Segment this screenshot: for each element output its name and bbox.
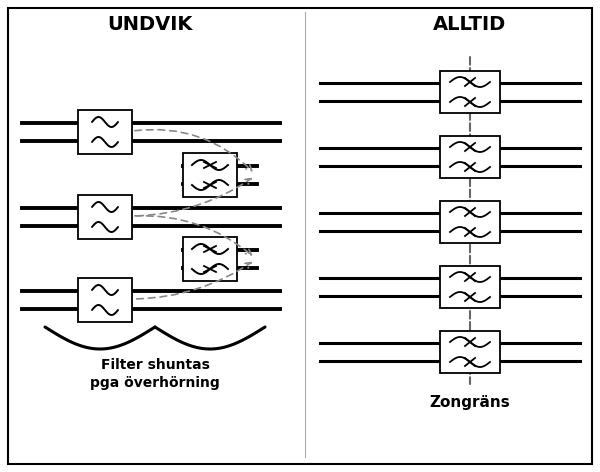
Bar — [78, 195, 132, 239]
Text: UNDVIK: UNDVIK — [107, 15, 193, 34]
Bar — [78, 278, 132, 322]
Bar — [440, 71, 500, 113]
Bar — [440, 266, 500, 308]
FancyBboxPatch shape — [8, 8, 592, 464]
Text: Zongräns: Zongräns — [430, 395, 511, 410]
Bar — [440, 331, 500, 373]
Bar — [183, 153, 237, 197]
Text: ALLTID: ALLTID — [433, 15, 506, 34]
Bar — [440, 201, 500, 243]
Bar — [78, 110, 132, 154]
Text: Filter shuntas
pga överhörning: Filter shuntas pga överhörning — [90, 358, 220, 390]
Bar — [440, 136, 500, 178]
Bar — [183, 237, 237, 281]
